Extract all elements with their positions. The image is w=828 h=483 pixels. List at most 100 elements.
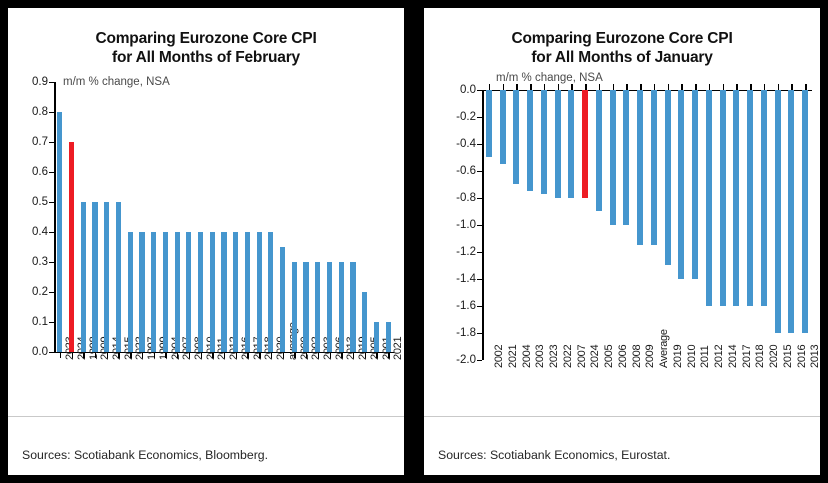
chart-title-january: Comparing Eurozone Core CPI for All Mont… [424,8,820,68]
x-axis-tick [83,352,85,358]
x-axis-tick [530,83,532,90]
bar [513,89,520,185]
bar [139,231,145,352]
y-axis-tick-label: 0.8 [32,105,48,118]
x-axis-line [482,89,812,92]
x-axis-tick [153,352,156,358]
y-axis-tick [477,89,482,92]
x-axis-tick [695,83,697,90]
chart-source-january: Sources: Scotiabank Economics, Eurostat. [438,448,671,462]
plot-area-january: m/m % change, NSA 0.0 -0.2 -0.4 -0.6 -0.8 -1.… [424,68,822,398]
x-axis-tick-label: 2017 [740,344,753,368]
y-axis-tick [49,141,54,144]
y-axis-tick-label: 0.7 [32,135,48,148]
bar [650,89,657,246]
x-axis-tick-label: 2003 [534,344,547,368]
bar [174,231,180,352]
y-axis-tick [477,251,482,254]
x-axis-tick-label: 2021 [506,344,519,368]
plot-area-february: m/m % change, NSA 0.0 0.1 0.2 0.3 0.4 0.5 0.6 0… [8,68,404,398]
y-axis-tick-label: -1.4 [456,272,476,285]
x-axis-tick [640,83,642,90]
bar [151,231,157,352]
x-axis-tick [777,83,780,90]
bar [280,246,286,352]
y-axis-tick-label: 0.9 [32,75,48,88]
y-axis-tick [49,171,54,174]
bar-highlighted [582,89,589,198]
x-axis-tick [653,83,656,90]
x-axis-tick-label: 2018 [754,344,767,368]
y-axis-tick-label: -1.8 [456,326,476,339]
x-axis-tick [177,352,179,358]
bar [221,231,227,352]
y-axis-line [482,89,484,360]
y-axis-tick-label: -2.0 [456,353,476,366]
bar [554,89,561,198]
bar [637,89,644,246]
y-axis-tick-label: 0.3 [32,255,48,268]
chart-panel-january: Comparing Eurozone Core CPI for All Mont… [424,8,822,475]
x-axis-tick [59,352,62,358]
bar [186,231,192,352]
x-axis-tick [612,83,615,90]
x-axis-tick [329,352,331,358]
y-axis-tick [49,351,54,354]
bar [373,321,379,352]
x-axis-tick [516,83,518,90]
x-axis-tick-label: 2015 [781,344,794,368]
x-axis-tick-label: 2011 [699,345,712,368]
bar [315,261,321,352]
bar [197,231,204,352]
x-axis-tick [141,352,144,358]
x-axis-tick-label: Average [658,329,671,368]
y-axis-tick-label: -0.2 [456,110,476,123]
y-axis-tick-label: -0.4 [456,137,476,150]
x-axis-tick-label: 2022 [561,344,574,368]
x-axis-tick [352,352,355,358]
footer-divider-february [8,416,404,417]
bar [57,111,63,352]
bar [80,201,86,352]
x-axis-tick [235,352,238,358]
y-axis-tick [477,359,482,362]
x-axis-tick [557,83,560,90]
bar [350,261,356,352]
bar [115,201,122,352]
x-axis-tick [317,352,320,358]
bar [692,89,699,279]
chart-subtitle-february: m/m % change, NSA [63,75,170,88]
x-axis-tick [270,352,273,358]
y-axis-line [54,81,56,352]
y-axis-tick-label: 0.2 [32,285,48,298]
bar-highlighted [68,141,75,352]
x-axis-tick [376,352,378,358]
y-axis-tick [477,197,482,200]
x-axis-tick [571,83,573,90]
x-axis-tick [188,352,191,358]
bar [678,89,685,279]
y-axis-tick [49,321,54,324]
x-axis-tick-label: 2013 [809,344,822,368]
x-axis-tick-label: 2002 [493,344,506,368]
bar [303,261,309,352]
x-axis-tick [681,83,683,90]
y-axis-tick-label: -0.8 [456,191,476,204]
x-axis-tick [543,83,546,90]
y-axis-tick [477,116,482,119]
y-axis-tick [49,111,54,114]
bar [338,261,344,352]
y-axis-tick-label: 0.4 [32,225,48,238]
x-axis-tick-label: 2024 [589,344,602,368]
bar [104,201,110,352]
y-axis-tick [49,231,54,234]
bar [244,231,251,352]
bar [774,89,781,333]
x-axis-tick [805,83,807,90]
x-axis-tick-label: 2006 [616,344,629,368]
bar [747,89,754,306]
x-axis-tick-label: 2016 [795,344,808,368]
x-axis-tick-label: 2014 [726,344,739,368]
x-axis-tick-label: 2008 [630,344,643,368]
x-axis-tick [502,83,505,90]
